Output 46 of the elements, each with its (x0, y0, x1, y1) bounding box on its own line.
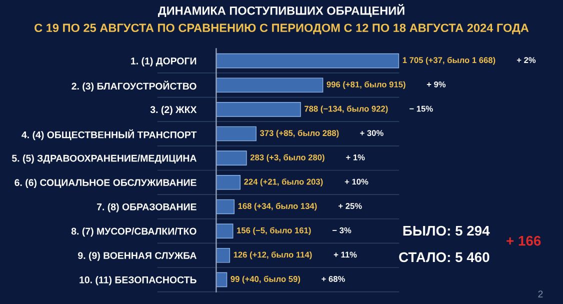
bar (216, 199, 235, 214)
bar (216, 248, 230, 263)
text: − 15% (410, 106, 433, 112)
annotation: + 68% (322, 276, 345, 282)
data-label: 126 (+12, было 114) (234, 251, 312, 260)
bar (216, 272, 228, 288)
text: БЫЛО: 5 294 (403, 226, 490, 236)
data-label: 168 (+34, было 134) (238, 202, 317, 211)
bar (216, 53, 400, 68)
data-label: 156 (−5, было 161) (237, 227, 311, 235)
y-tick-label: 3. (2) ЖКХ (150, 106, 197, 115)
data-label: 996 (+81, было 915) (326, 81, 406, 90)
y-tick-label: 9. (9) ВОЕННАЯ СЛУЖБА (78, 252, 196, 261)
chart-title: ДИНАМИКА ПОСТУПИВШИХ ОБРАЩЕНИЙ (158, 4, 404, 18)
y-tick-label: 7. (8) ОБРАЗОВАНИЕ (97, 203, 196, 212)
annotation: + 11% (334, 252, 357, 258)
annotation: + 25% (338, 203, 362, 209)
data-label: 224 (+21, было 203) (244, 178, 323, 186)
bar (216, 224, 234, 238)
bar (216, 102, 301, 117)
y-tick-label: 6. (6) СОЦИАЛЬНОЕ ОБСЛУЖИВАНИЕ (14, 178, 196, 188)
y-tick-label: 8. (7) МУСОР/СВАЛКИ/ТКО (71, 228, 196, 237)
data-label: 99 (+40, было 59) (230, 276, 300, 284)
annotation: + 1% (346, 154, 365, 160)
y-tick-label: 2. (3) БЛАГОУСТРОЙСТВО (72, 80, 196, 92)
y-tick-label: 10. (11) БЕЗОПАСНОСТЬ (80, 276, 196, 286)
chart-subtitle: С 19 ПО 25 АВГУСТА ПО СРАВНЕНИЮ С ПЕРИОДОМ С 12 ПО 18 АВГУСТА 2024 ГОДА (34, 24, 529, 34)
annotation: + 10% (344, 178, 368, 185)
text: 2 (538, 290, 543, 298)
bar (216, 150, 247, 166)
data-label: 373 (+85, было 288) (260, 130, 339, 138)
text: + 166 (506, 236, 541, 246)
bar (216, 78, 324, 93)
y-tick-label: 5. (5) ЗДРАВООХРАНЕНИЕ/МЕДИЦИНА (12, 154, 196, 164)
y-tick-label: 1. (1) ДОРОГИ (131, 57, 196, 66)
data-label: 283 (+3, было 280) (250, 154, 324, 162)
annotation: − 3% (332, 227, 352, 234)
data-label: 1 705 (+37, было 1 668) (402, 56, 496, 65)
bar (216, 126, 256, 142)
text: + 9% (426, 81, 446, 88)
text: + 2% (516, 57, 536, 64)
annotation: + 30% (360, 130, 384, 136)
bar (216, 174, 241, 190)
data-label: 788 (−134, было 922) (304, 106, 388, 114)
y-tick-label: 4. (4) ОБЩЕСТВЕННЫЙ ТРАНСПОРТ (22, 129, 197, 140)
text: СТАЛО: 5 460 (399, 252, 490, 262)
